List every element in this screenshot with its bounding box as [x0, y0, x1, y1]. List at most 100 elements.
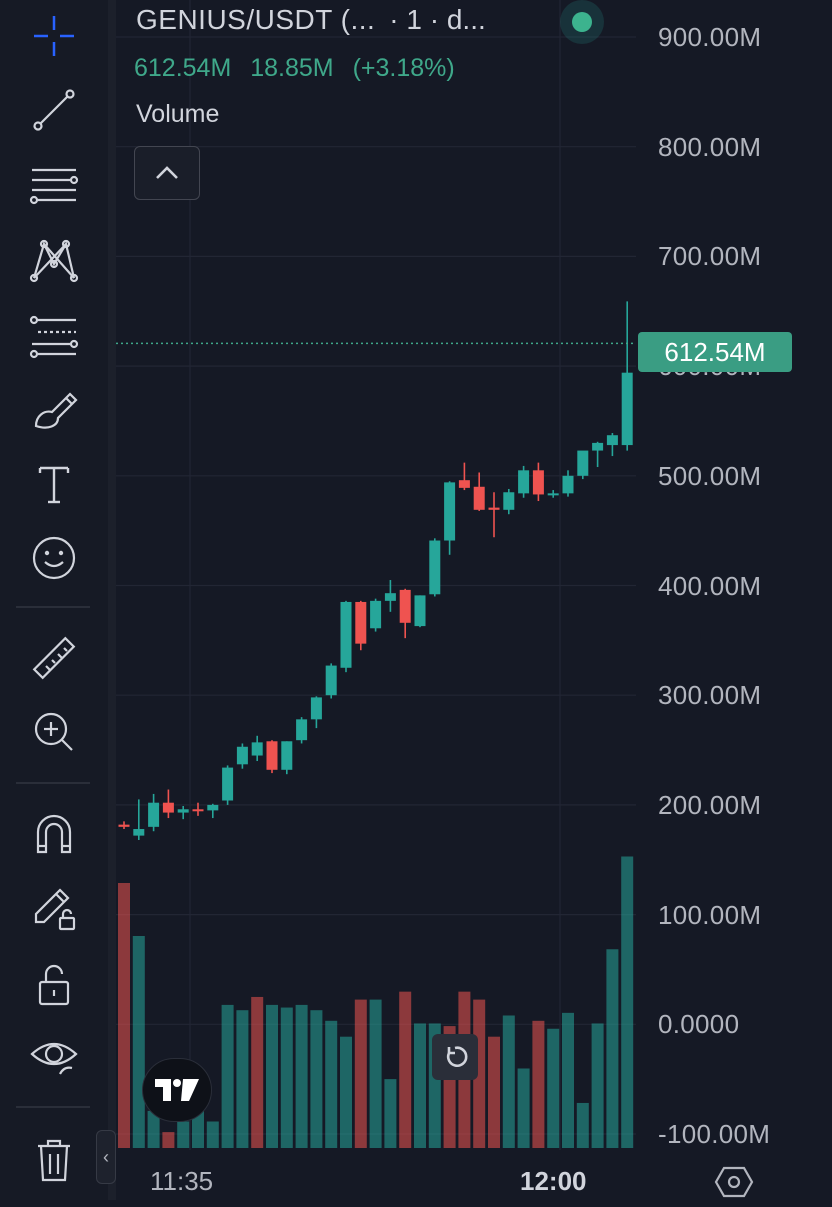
volume-bar: [384, 1079, 397, 1148]
current-price-badge: 612.54M: [638, 332, 792, 372]
candle-body: [592, 442, 604, 451]
settings-hexagon-icon[interactable]: [714, 1162, 754, 1202]
toolbar-divider: [16, 782, 90, 784]
price-axis-label: 500.00M: [658, 460, 762, 491]
price-axis-label: 100.00M: [658, 899, 762, 930]
volume-bar: [369, 999, 382, 1148]
candle-body: [325, 665, 337, 696]
candle-body: [207, 804, 219, 811]
toolbar-border: [108, 0, 116, 1200]
candle-body: [547, 493, 559, 496]
tradingview-logo[interactable]: [142, 1058, 212, 1122]
candle-body: [340, 601, 352, 668]
candle-body: [296, 719, 308, 741]
volume-value: 612.54M: [134, 54, 232, 82]
candle-body: [192, 809, 204, 812]
candle-body: [473, 486, 485, 510]
chart-pane[interactable]: [116, 0, 636, 1150]
symbol-legend[interactable]: GENIUS/USDT (... · 1 · d...: [136, 4, 486, 36]
volume-bar: [132, 936, 145, 1148]
volume-bar: [325, 1020, 338, 1148]
text-icon[interactable]: [20, 454, 88, 514]
ruler-icon[interactable]: [20, 628, 88, 688]
magnet-icon[interactable]: [20, 804, 88, 864]
price-axis-label: -100.00M: [658, 1119, 771, 1149]
volume-bar: [488, 1036, 500, 1148]
price-axis-label: 300.00M: [658, 680, 762, 711]
pattern-icon[interactable]: [20, 230, 88, 290]
volume-bar: [576, 1102, 589, 1148]
market-status-icon[interactable]: [560, 0, 604, 44]
trash-icon[interactable]: [20, 1130, 88, 1190]
volume-bar: [310, 1010, 323, 1148]
chevron-up-icon[interactable]: [134, 146, 200, 200]
volume-bar: [192, 1110, 204, 1148]
brush-icon[interactable]: [20, 380, 88, 440]
volume-bar: [532, 1020, 545, 1148]
lock-drawing-icon[interactable]: [20, 878, 88, 938]
legend-values: 612.54M 18.85M (+3.18%): [134, 54, 467, 83]
candle-body: [266, 741, 278, 770]
candle-body: [399, 589, 411, 623]
toolbar-divider: [16, 1106, 90, 1108]
candlestick-chart[interactable]: [116, 0, 636, 1150]
volume-bar: [591, 1023, 604, 1148]
price-axis-label: 900.00M: [658, 22, 762, 52]
candle-body: [222, 767, 234, 801]
symbol-name[interactable]: GENIUS/USDT (...: [136, 4, 376, 35]
volume-bar: [280, 1007, 293, 1148]
eye-icon[interactable]: [20, 1026, 88, 1086]
volume-bar: [621, 856, 634, 1148]
candle-body: [355, 601, 367, 644]
price-axis[interactable]: 900.00M800.00M700.00M600.00M500.00M400.0…: [636, 0, 832, 1150]
candle-body: [458, 480, 470, 488]
candle-body: [518, 470, 530, 494]
volume-bar: [562, 1012, 574, 1148]
volume-bar: [547, 1028, 560, 1148]
symbol-interval[interactable]: · 1 · d...: [389, 4, 486, 35]
candle-body: [370, 600, 382, 629]
candle-body: [162, 802, 174, 813]
candle-body: [444, 482, 456, 541]
candle-body: [562, 475, 574, 494]
price-axis-label: 700.00M: [658, 241, 762, 272]
volume-bar: [502, 1015, 515, 1148]
candle-body: [251, 742, 263, 756]
volume-bar: [295, 1004, 308, 1148]
volume-bar: [251, 996, 264, 1148]
price-axis-label: 200.00M: [658, 789, 762, 820]
candle-body: [532, 470, 544, 495]
volume-bar: [354, 999, 367, 1148]
volume-bar: [340, 1036, 352, 1148]
zoom-in-icon[interactable]: [20, 702, 88, 762]
candle-body: [384, 593, 396, 601]
indicator-label[interactable]: Volume: [136, 100, 220, 128]
candle-body: [148, 802, 160, 827]
reset-chart-icon[interactable]: [432, 1034, 478, 1080]
volume-bar: [606, 949, 619, 1148]
volume-bar: [221, 1004, 234, 1148]
horizontal-lines-icon[interactable]: [20, 156, 88, 216]
time-label-2: 12:00: [520, 1166, 587, 1196]
time-label-1: 11:35: [150, 1166, 214, 1196]
volume-bar: [118, 883, 130, 1148]
change-percent: (+3.18%): [352, 54, 455, 82]
candle-body: [488, 507, 500, 510]
volume-bar: [177, 1121, 190, 1148]
candle-body: [577, 450, 589, 476]
volume-bar: [266, 1004, 278, 1148]
change-value: 18.85M: [250, 54, 334, 82]
volume-bar: [399, 991, 412, 1148]
fib-icon[interactable]: [20, 306, 88, 366]
crosshair-icon[interactable]: [20, 6, 88, 66]
candle-body: [281, 741, 293, 770]
candle-body: [236, 746, 248, 765]
volume-bar: [517, 1068, 530, 1148]
collapse-toolbar-button[interactable]: ‹: [96, 1130, 116, 1184]
time-axis[interactable]: 11:35 12:00: [116, 1150, 832, 1200]
lock-icon[interactable]: [20, 954, 88, 1014]
candle-body: [310, 697, 322, 720]
price-axis-label: 800.00M: [658, 131, 762, 162]
emoji-icon[interactable]: [20, 528, 88, 588]
trend-line-icon[interactable]: [20, 80, 88, 140]
